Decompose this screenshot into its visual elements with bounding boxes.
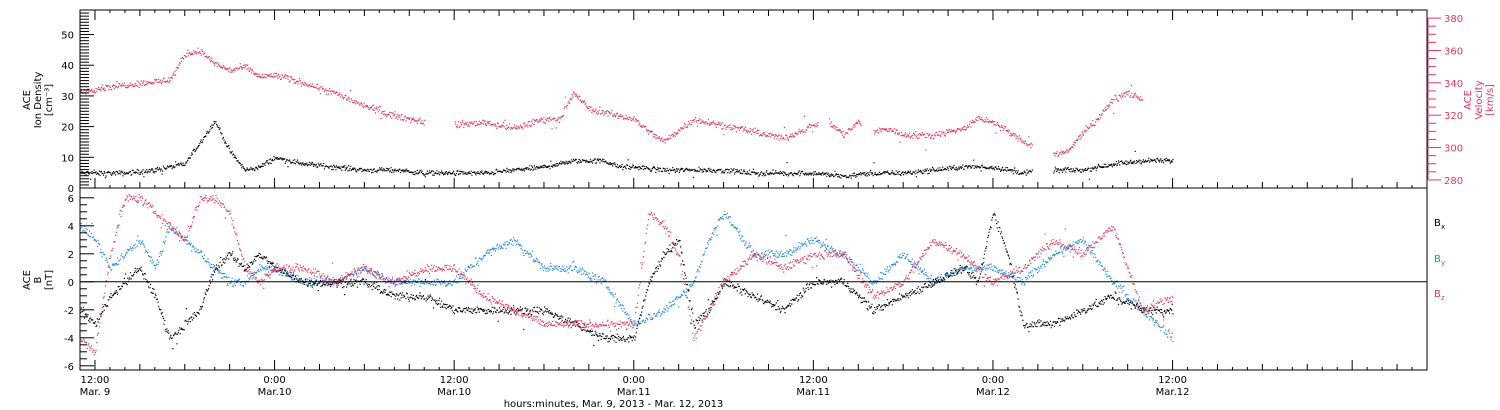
velocity-tick-label: 300 — [1444, 144, 1463, 155]
velocity-series-points — [80, 47, 1144, 157]
x-tick-time: 0:00 — [623, 375, 645, 386]
velocity-axis-title-line: ACE — [1463, 90, 1474, 110]
velocity-tick-label: 360 — [1444, 46, 1463, 57]
frame-layer — [79, 9, 1441, 371]
density-series — [80, 120, 1174, 180]
b-tick-label: -4 — [64, 334, 74, 345]
density-tick-label: 30 — [61, 92, 74, 103]
b-axis-title-line: ACE — [22, 270, 33, 290]
legend-subscript: z — [1441, 294, 1445, 302]
x-tick-time: 12:00 — [1158, 375, 1187, 386]
b-tick-label: 4 — [68, 222, 74, 233]
b-tick-label: 6 — [68, 194, 74, 205]
velocity-axis-title: ACE Velocity [km/s] — [1463, 80, 1496, 119]
legend-label: B — [1434, 254, 1441, 265]
x-tick-date: Mar.11 — [796, 387, 830, 398]
b-axis-title: ACE B [nT] — [22, 270, 55, 290]
density-tick-label: 40 — [61, 61, 74, 72]
density-axis-title-line: ACE — [22, 90, 33, 110]
density-axis-title-line: Ion Density — [33, 72, 44, 129]
density-tick-label: 50 — [61, 31, 74, 42]
velocity-tick-label: 340 — [1444, 79, 1463, 90]
b-axis-title-line: [nT] — [44, 270, 55, 290]
density-tick-label: 10 — [61, 153, 74, 164]
legend-label: B — [1434, 218, 1441, 229]
x-axis-label: hours:minutes, Mar. 9, 2013 - Mar. 12, 2… — [504, 399, 724, 410]
x-tick-date: Mar.10 — [258, 387, 292, 398]
x-tick-time: 12:00 — [799, 375, 828, 386]
text-layer: 0 10 20 30 40 50 280 300 320 340 360 380 -6 -4 -2 0 2 4 6 1… — [22, 14, 1496, 410]
legend-subscript: y — [1441, 259, 1445, 267]
density-tick-label: 20 — [61, 123, 74, 134]
x-tick-time: 0:00 — [982, 375, 1004, 386]
x-tick-date: Mar.12 — [976, 387, 1010, 398]
density-series-points — [80, 120, 1174, 180]
b-tick-label: 2 — [68, 250, 74, 261]
x-tick-date: Mar.11 — [617, 387, 651, 398]
velocity-tick-label: 320 — [1444, 111, 1463, 122]
data-layer — [80, 47, 1174, 356]
x-tick-time: 12:00 — [440, 375, 469, 386]
velocity-series — [80, 47, 1144, 157]
x-tick-date: Mar. 9 — [80, 387, 111, 398]
b-axis-title-line: B — [33, 276, 44, 283]
x-tick-date: Mar.10 — [437, 387, 471, 398]
x-tick-date: Mar.12 — [1156, 387, 1190, 398]
velocity-axis-title-line: [km/s] — [1485, 84, 1496, 116]
legend-subscript: x — [1441, 223, 1445, 231]
legend-label: B — [1434, 289, 1441, 300]
b-tick-label: 0 — [68, 278, 74, 289]
x-tick-time: 12:00 — [81, 375, 110, 386]
velocity-tick-label: 280 — [1444, 176, 1463, 187]
top-panel-frame — [79, 9, 1428, 189]
density-tick-label: 0 — [68, 184, 74, 195]
b-tick-label: -6 — [64, 362, 74, 373]
bottom-panel-frame — [79, 187, 1428, 371]
density-axis-title: ACE Ion Density [cm⁻³] — [22, 72, 55, 129]
b-tick-label: -2 — [64, 306, 74, 317]
velocity-tick-label: 380 — [1444, 14, 1463, 25]
x-tick-time: 0:00 — [263, 375, 285, 386]
velocity-axis-title-line: Velocity — [1474, 80, 1485, 119]
density-axis-title-line: [cm⁻³] — [44, 84, 55, 116]
